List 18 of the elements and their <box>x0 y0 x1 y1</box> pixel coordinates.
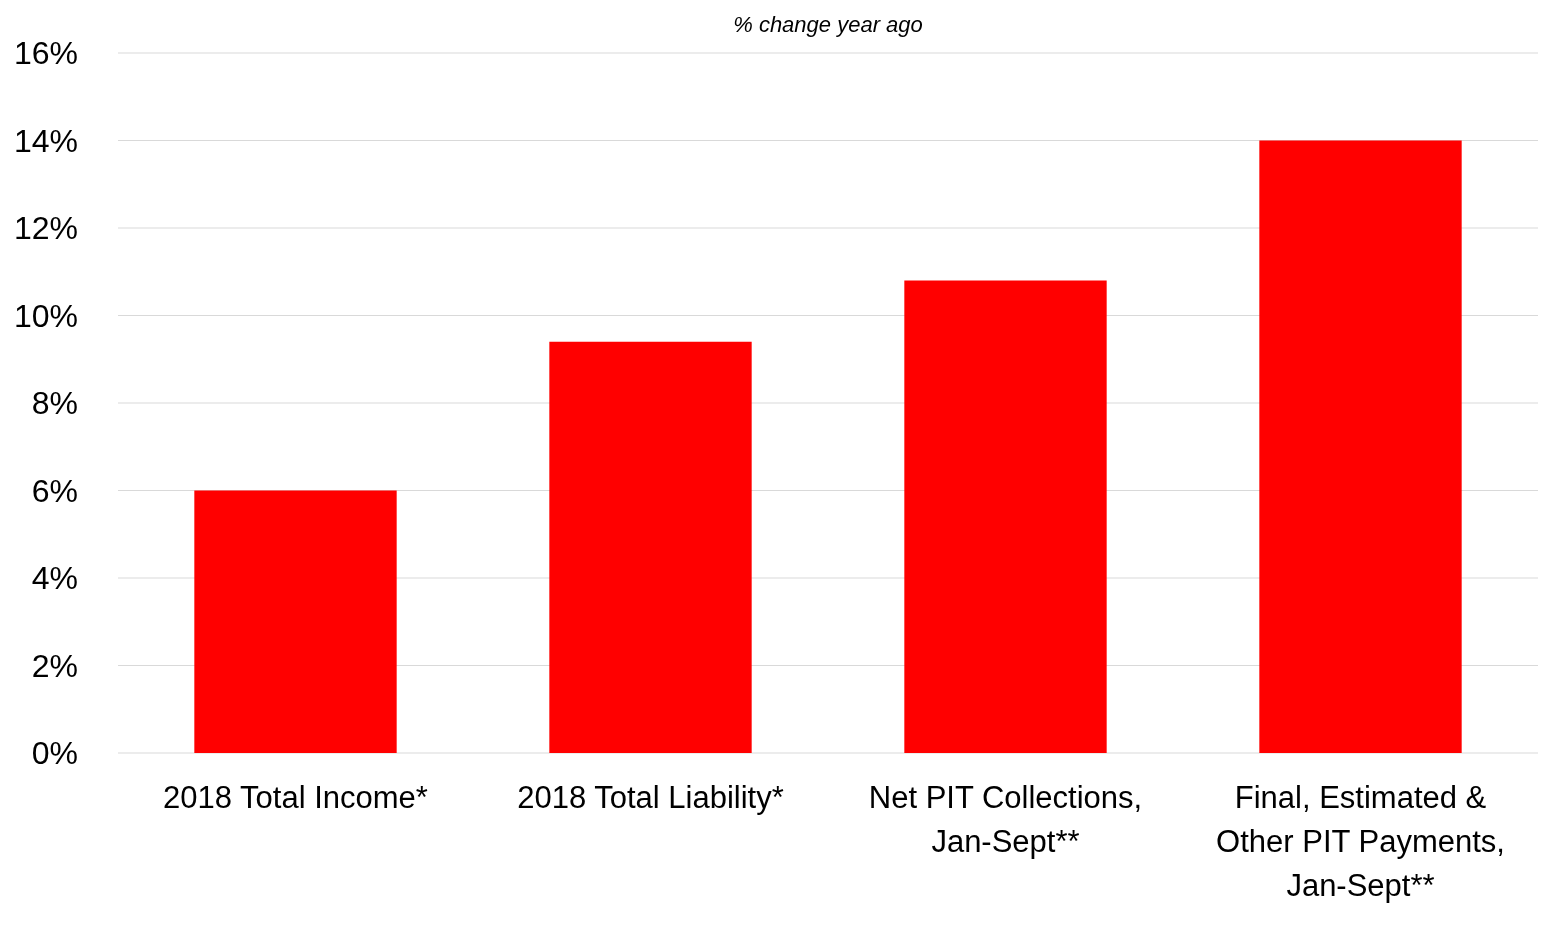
bar <box>1259 140 1462 753</box>
x-tick-label: Final, Estimated & Other PIT Payments, Jan-Sept** <box>1216 780 1505 903</box>
bar <box>194 490 397 753</box>
y-tick-label: 16% <box>13 35 78 72</box>
x-tick-label: 2018 Total Income* <box>163 780 428 815</box>
y-tick-label: 10% <box>13 297 78 334</box>
y-tick-label: 8% <box>31 385 78 422</box>
chart-subtitle: % change year ago <box>733 12 923 37</box>
y-tick-label: 14% <box>13 122 78 159</box>
bar <box>904 280 1107 753</box>
y-tick-label: 4% <box>31 560 78 597</box>
y-tick-label: 12% <box>13 210 78 247</box>
x-tick-label: Net PIT Collections, Jan-Sept** <box>868 780 1143 859</box>
y-tick-label: 0% <box>31 735 78 772</box>
x-tick-label: 2018 Total Liability* <box>517 780 784 815</box>
y-tick-label: 6% <box>31 472 78 509</box>
bar <box>549 341 752 753</box>
y-tick-label: 2% <box>31 647 78 684</box>
